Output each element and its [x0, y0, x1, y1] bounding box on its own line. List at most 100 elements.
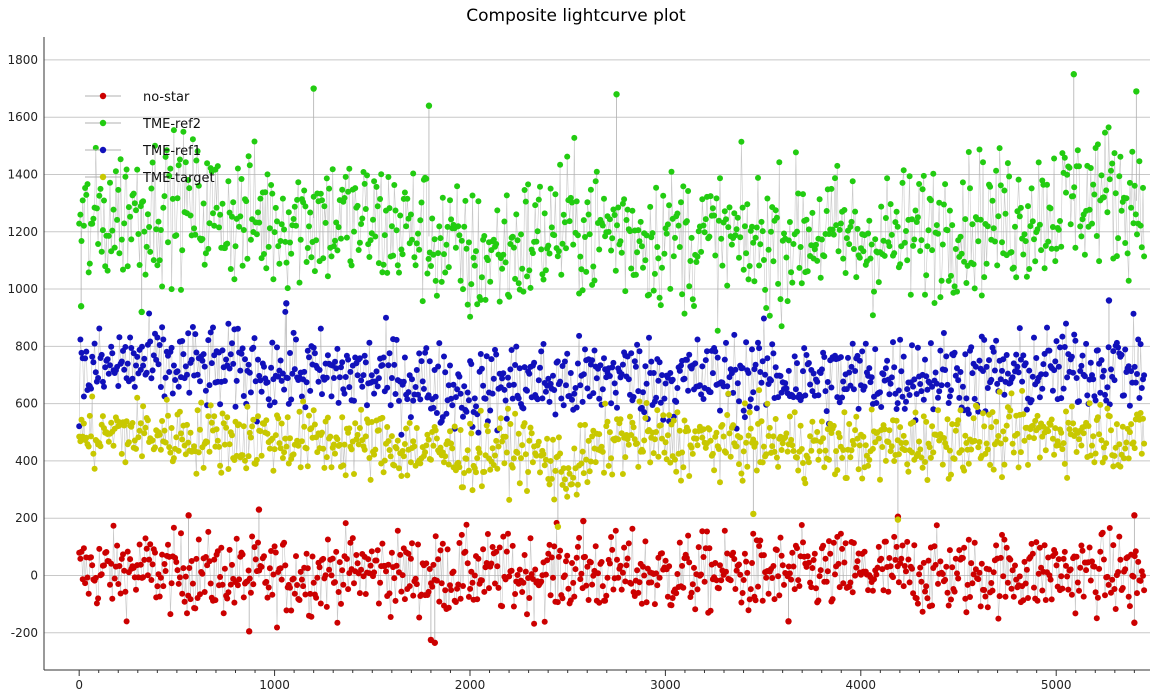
point-tme-ref1 — [823, 408, 830, 415]
point-tme-ref2 — [940, 201, 947, 208]
point-tme-target — [916, 438, 923, 445]
point-tme-ref1 — [277, 357, 284, 364]
point-tme-target — [797, 422, 804, 429]
point-tme-target — [129, 420, 136, 426]
point-no-star — [900, 583, 907, 590]
point-tme-ref1 — [492, 346, 498, 353]
point-tme-ref1 — [740, 407, 747, 414]
y-tick-label: 400 — [15, 454, 38, 468]
point-no-star — [811, 550, 818, 557]
point-tme-target — [77, 438, 84, 445]
point-tme-ref2 — [1072, 244, 1079, 251]
point-no-star — [882, 538, 889, 545]
point-tme-target — [478, 483, 485, 490]
point-tme-ref1 — [513, 343, 520, 350]
point-no-star — [880, 587, 887, 594]
point-tme-target — [987, 461, 994, 468]
point-tme-ref1 — [741, 414, 748, 421]
point-tme-ref2 — [458, 237, 465, 244]
point-tme-ref2 — [156, 257, 163, 264]
point-no-star — [445, 604, 452, 611]
point-tme-target — [484, 428, 491, 435]
point-tme-target — [975, 444, 982, 451]
point-tme-ref2 — [719, 262, 726, 269]
point-no-star — [905, 556, 912, 563]
point-tme-target — [689, 450, 696, 457]
point-tme-ref1 — [954, 365, 960, 372]
point-tme-ref2 — [1032, 258, 1039, 265]
point-tme-ref1 — [425, 392, 432, 399]
point-tme-ref2 — [655, 255, 662, 262]
point-no-star — [822, 555, 829, 562]
point-tme-ref1 — [386, 350, 393, 357]
point-tme-ref2 — [744, 201, 751, 208]
point-tme-ref1 — [895, 387, 902, 394]
point-tme-ref1 — [1135, 336, 1142, 343]
point-tme-ref1 — [984, 385, 991, 391]
point-tme-target — [544, 435, 551, 442]
point-tme-ref1 — [559, 363, 566, 369]
point-no-star — [474, 596, 481, 603]
point-tme-ref2 — [699, 196, 706, 203]
point-no-star — [622, 578, 629, 585]
point-tme-target — [89, 393, 96, 400]
point-tme-target — [372, 446, 379, 453]
point-tme-ref1 — [743, 339, 750, 346]
point-tme-ref2 — [213, 204, 220, 211]
point-no-star — [752, 597, 759, 604]
point-tme-ref2 — [591, 277, 598, 284]
point-tme-target — [1099, 459, 1106, 466]
point-tme-ref2 — [412, 262, 419, 269]
point-tme-ref1 — [407, 414, 414, 421]
point-tme-ref2 — [394, 262, 401, 269]
point-no-star — [1020, 597, 1027, 604]
point-no-star — [1012, 562, 1018, 569]
point-tme-ref2 — [701, 229, 708, 236]
point-tme-target — [725, 390, 732, 397]
point-tme-ref2 — [853, 274, 860, 281]
point-tme-target — [242, 457, 248, 464]
point-tme-ref2 — [194, 148, 201, 155]
point-no-star — [206, 558, 213, 565]
point-tme-ref2 — [538, 246, 545, 253]
point-tme-target — [85, 443, 92, 450]
point-tme-ref1 — [783, 385, 790, 392]
point-tme-ref2 — [923, 272, 930, 279]
point-tme-target — [207, 402, 214, 409]
point-tme-ref1 — [410, 397, 417, 404]
point-tme-ref2 — [396, 269, 402, 276]
point-tme-ref1 — [323, 374, 330, 381]
point-no-star — [642, 538, 649, 545]
point-tme-ref1 — [482, 395, 489, 402]
point-no-star — [114, 542, 121, 549]
legend-marker-tme-ref2 — [99, 119, 107, 127]
point-tme-ref2 — [1125, 277, 1132, 284]
point-tme-target — [720, 433, 727, 440]
point-no-star — [1072, 610, 1079, 617]
point-tme-ref2 — [481, 233, 488, 239]
point-no-star — [608, 534, 615, 540]
point-tme-ref2 — [206, 220, 213, 227]
point-tme-ref1 — [631, 358, 638, 365]
point-tme-ref2 — [210, 210, 216, 217]
point-tme-ref2 — [946, 207, 953, 214]
point-no-star — [826, 538, 832, 545]
point-tme-ref1 — [692, 360, 699, 367]
point-no-star — [885, 588, 892, 595]
point-no-star — [1034, 597, 1041, 604]
point-tme-ref1 — [814, 378, 821, 385]
point-tme-ref1 — [962, 351, 969, 358]
point-no-star — [918, 578, 925, 585]
point-tme-ref2 — [643, 232, 650, 239]
point-tme-ref1 — [109, 350, 116, 357]
point-no-star — [808, 584, 815, 591]
point-tme-target — [340, 462, 347, 469]
point-tme-ref2 — [1122, 240, 1129, 246]
point-tme-ref2 — [621, 196, 628, 203]
point-no-star — [261, 553, 267, 560]
point-tme-ref1 — [384, 384, 391, 391]
point-tme-ref2 — [176, 156, 183, 163]
point-no-star — [1080, 593, 1087, 600]
point-tme-target — [571, 445, 578, 452]
point-tme-ref2 — [762, 286, 769, 293]
